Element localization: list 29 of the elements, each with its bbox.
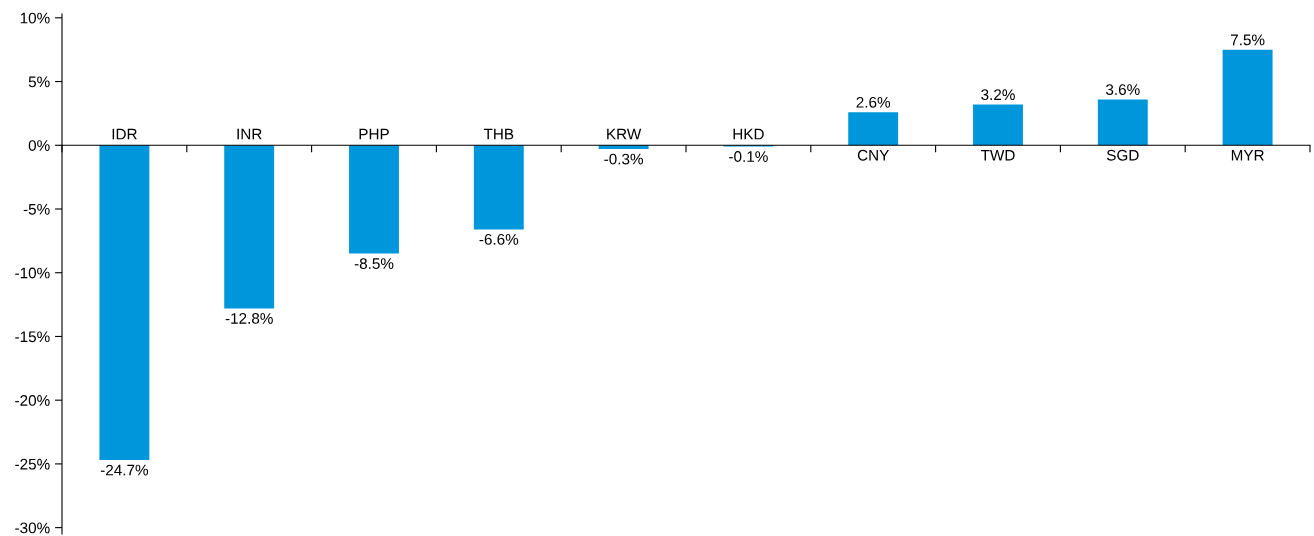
data-label: 7.5% bbox=[1230, 34, 1265, 46]
y-tick-label: 10% bbox=[20, 12, 50, 24]
data-label: -8.5% bbox=[354, 258, 394, 269]
y-tick-label: -15% bbox=[15, 331, 50, 343]
x-tick-label: THB bbox=[483, 128, 514, 140]
data-label: 3.2% bbox=[981, 89, 1015, 101]
x-tick-label: CNY bbox=[857, 149, 889, 161]
y-tick-label: -10% bbox=[15, 267, 50, 279]
x-tick-label: INR bbox=[237, 128, 262, 140]
data-label: 2.6% bbox=[856, 96, 891, 108]
y-tick-label: -5% bbox=[23, 203, 50, 215]
data-label: -12.8% bbox=[225, 312, 273, 324]
data-label: -6.6% bbox=[479, 233, 519, 245]
data-label: 3.6% bbox=[1105, 84, 1140, 95]
x-tick-label: PHP bbox=[359, 128, 389, 140]
y-tick-label: -20% bbox=[15, 395, 50, 406]
x-tick-label: KRW bbox=[607, 128, 642, 140]
x-tick-label: IDR bbox=[112, 128, 137, 140]
y-tick-label: -25% bbox=[15, 458, 50, 470]
x-tick-label: HKD bbox=[733, 128, 764, 140]
y-tick-label: 5% bbox=[28, 76, 50, 88]
data-label: -0.3% bbox=[604, 153, 644, 165]
x-tick-label: MYR bbox=[1231, 150, 1264, 161]
data-label: -24.7% bbox=[100, 464, 149, 476]
x-tick-label: TWD bbox=[980, 150, 1015, 161]
data-label: -0.1% bbox=[729, 151, 768, 162]
y-tick-label: 0% bbox=[28, 140, 50, 151]
x-tick-label: SGD bbox=[1106, 149, 1139, 161]
y-tick-label: -30% bbox=[15, 522, 50, 534]
